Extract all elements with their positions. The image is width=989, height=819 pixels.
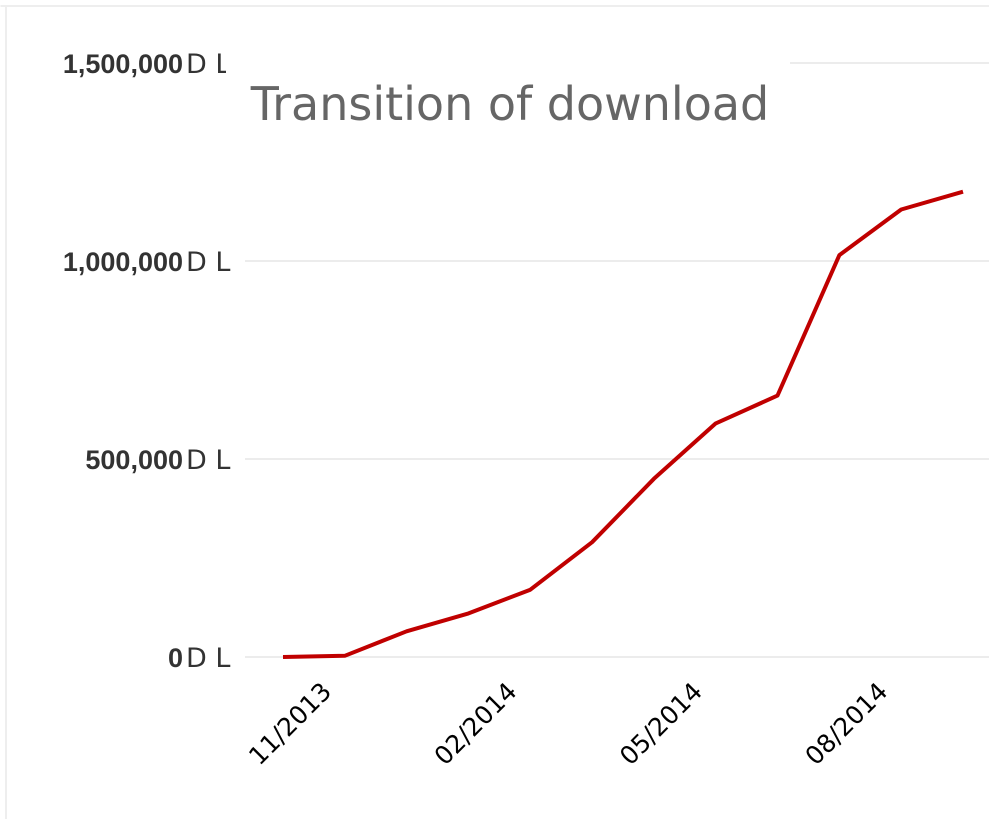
title-box (226, 42, 790, 138)
plot (282, 189, 964, 659)
y-tick-unit: D L (186, 445, 230, 476)
y-tick-unit: D L (186, 643, 230, 674)
data-line (282, 189, 964, 659)
y-tick-label: 0 (168, 643, 183, 673)
y-tick-label: 500,000 (85, 445, 183, 475)
y-tick-unit: D L (186, 49, 230, 80)
y-tick-label: 1,000,000 (63, 247, 183, 277)
y-tick-unit: D L (186, 247, 230, 278)
chart-title: Transition of download (250, 77, 769, 131)
y-tick-label: 1,500,000 (63, 49, 183, 79)
